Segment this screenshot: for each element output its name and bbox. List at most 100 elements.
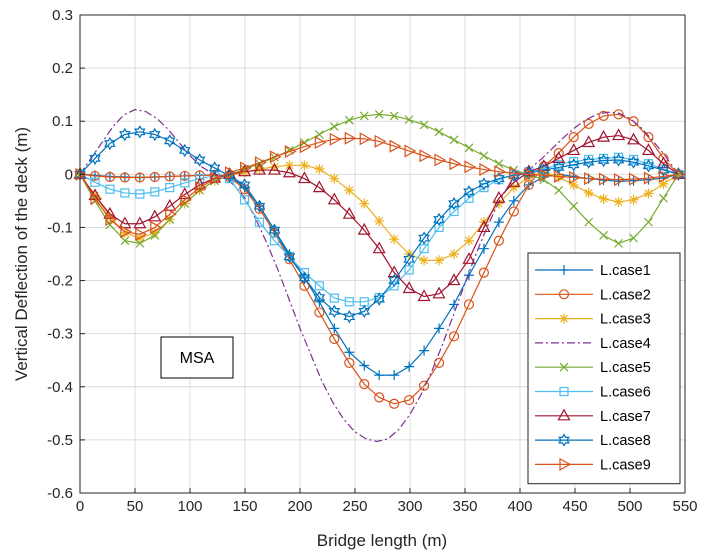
data-point: [463, 185, 475, 199]
data-point: [344, 357, 355, 368]
data-point: [344, 115, 354, 125]
data-point: [254, 156, 267, 170]
data-point: [508, 206, 519, 217]
data-point: [372, 241, 386, 254]
data-point: [329, 173, 340, 184]
data-point: [297, 171, 311, 184]
legend-item: L.case3: [535, 312, 651, 328]
data-point: [448, 196, 460, 211]
data-point: [299, 140, 312, 154]
data-point: [359, 111, 369, 121]
data-point: [463, 235, 474, 246]
legend-label: L.case2: [600, 287, 651, 303]
data-point: [433, 357, 445, 368]
y-tick-label: -0.4: [47, 379, 73, 396]
y-tick-label: -0.6: [47, 485, 73, 502]
y-tick-label: -0.2: [47, 273, 73, 290]
data-point: [479, 163, 492, 177]
data-point: [449, 157, 462, 171]
data-point: [553, 147, 564, 159]
data-point: [434, 323, 445, 334]
data-point: [314, 281, 324, 291]
data-point: [269, 161, 280, 172]
data-point: [613, 109, 624, 120]
data-point: [432, 286, 446, 299]
data-point: [119, 172, 130, 183]
data-point: [657, 163, 670, 177]
data-point: [178, 187, 192, 200]
data-point: [150, 187, 160, 197]
data-point: [239, 161, 252, 175]
data-point: [478, 243, 489, 254]
data-point: [402, 281, 416, 294]
x-tick-label: 350: [452, 498, 477, 515]
data-point: [569, 171, 581, 185]
data-point: [449, 249, 459, 259]
data-point: [374, 216, 385, 227]
data-point: [507, 175, 521, 187]
data-point: [374, 109, 384, 119]
data-point: [508, 182, 519, 193]
plot-frame: [79, 14, 686, 494]
data-point: [628, 194, 639, 205]
data-point: [89, 151, 101, 166]
data-point: [598, 110, 609, 122]
data-point: [568, 132, 579, 143]
data-point: [104, 171, 116, 183]
data-point: [135, 227, 148, 241]
data-point: [283, 249, 296, 264]
data-point: [643, 171, 656, 185]
data-point: [357, 222, 371, 235]
data-point: [478, 177, 490, 191]
legend-marker: [559, 386, 569, 397]
data-point: [327, 192, 341, 205]
data-point: [583, 187, 594, 198]
data-point: [464, 143, 474, 153]
data-point: [195, 173, 205, 184]
data-point: [267, 162, 281, 175]
data-point: [298, 271, 311, 285]
data-point: [149, 127, 161, 142]
series-line: [79, 156, 679, 303]
data-point: [387, 265, 401, 278]
data-point: [282, 165, 296, 178]
data-point: [179, 170, 190, 182]
data-point: [643, 132, 654, 143]
data-point: [314, 307, 325, 318]
y-axis-title: Vertical Deflection of the deck (m): [12, 127, 31, 381]
data-point: [103, 206, 117, 219]
data-point: [389, 398, 400, 409]
data-point: [193, 153, 206, 167]
data-point: [659, 193, 668, 203]
y-tick-label: 0.3: [52, 7, 73, 24]
data-point: [418, 380, 430, 391]
data-point: [658, 169, 671, 183]
data-point: [329, 333, 340, 345]
data-point: [314, 296, 325, 307]
data-point: [165, 183, 175, 193]
data-point: [628, 116, 639, 127]
data-point: [462, 252, 476, 264]
data-point: [329, 323, 340, 334]
data-point: [342, 206, 356, 219]
data-point: [314, 135, 327, 149]
data-point: [612, 153, 625, 167]
legend-item: L.case4: [535, 336, 651, 352]
data-point: [494, 165, 507, 179]
data-point: [374, 134, 387, 148]
data-point: [658, 153, 669, 164]
data-point: [509, 166, 522, 180]
data-point: [583, 118, 594, 129]
legend-item: L.case1: [535, 263, 651, 279]
data-point: [524, 167, 537, 181]
data-point: [90, 191, 103, 205]
data-point: [641, 143, 655, 156]
data-point: [434, 222, 444, 233]
legend-item: L.case6: [535, 385, 651, 401]
data-point: [344, 131, 357, 145]
data-point: [299, 280, 310, 291]
data-point: [477, 220, 491, 233]
data-point: [642, 159, 655, 173]
data-point: [329, 293, 339, 303]
